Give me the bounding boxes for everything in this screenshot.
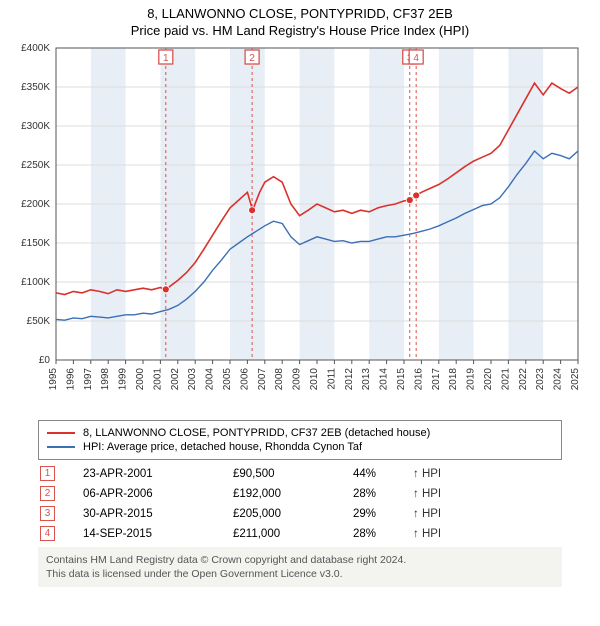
svg-text:2024: 2024 [553, 368, 564, 391]
sale-pct: 28% [353, 528, 413, 540]
sale-trend: ↑ HPI [413, 528, 453, 540]
svg-text:2007: 2007 [257, 368, 268, 391]
svg-text:£0: £0 [39, 355, 51, 366]
sales-table: 1 23-APR-2001 £90,500 44% ↑ HPI 2 06-APR… [38, 466, 562, 541]
svg-text:£50K: £50K [27, 316, 51, 327]
price-chart: £0 £50K £100K £150K £200K £250K £300K £350K £400… [10, 42, 590, 412]
svg-text:2014: 2014 [379, 368, 390, 391]
svg-text:2001: 2001 [152, 368, 163, 391]
legend-swatch-property [47, 432, 75, 434]
table-row: 1 23-APR-2001 £90,500 44% ↑ HPI [38, 466, 562, 481]
sale-trend: ↑ HPI [413, 468, 453, 480]
svg-text:1997: 1997 [83, 368, 94, 391]
svg-text:2025: 2025 [570, 368, 581, 391]
sale-price: £192,000 [233, 488, 353, 500]
svg-text:£200K: £200K [21, 199, 50, 210]
sale-marker-icon: 3 [40, 506, 55, 521]
svg-text:1998: 1998 [100, 368, 111, 391]
svg-text:2006: 2006 [239, 368, 250, 391]
sale-price: £90,500 [233, 468, 353, 480]
legend-label: 8, LLANWONNO CLOSE, PONTYPRIDD, CF37 2EB… [83, 427, 430, 439]
svg-text:2008: 2008 [274, 368, 285, 391]
svg-text:2000: 2000 [135, 368, 146, 391]
svg-text:2019: 2019 [466, 368, 477, 391]
legend-item-hpi: HPI: Average price, detached house, Rhon… [47, 441, 553, 453]
svg-text:2: 2 [249, 53, 255, 64]
footer-attrib: Contains HM Land Registry data © Crown c… [38, 547, 562, 587]
svg-text:£100K: £100K [21, 277, 50, 288]
table-row: 2 06-APR-2006 £192,000 28% ↑ HPI [38, 486, 562, 501]
svg-text:4: 4 [413, 53, 419, 64]
legend: 8, LLANWONNO CLOSE, PONTYPRIDD, CF37 2EB… [38, 420, 562, 460]
sale-marker-icon: 1 [40, 466, 55, 481]
svg-text:2016: 2016 [413, 368, 424, 391]
sale-price: £211,000 [233, 528, 353, 540]
sale-date: 30-APR-2015 [83, 508, 233, 520]
sale-trend: ↑ HPI [413, 508, 453, 520]
svg-text:2005: 2005 [222, 368, 233, 391]
footer-line: This data is licensed under the Open Gov… [46, 567, 554, 581]
svg-text:£300K: £300K [21, 121, 50, 132]
svg-text:2017: 2017 [431, 368, 442, 391]
svg-text:£250K: £250K [21, 160, 50, 171]
sale-pct: 29% [353, 508, 413, 520]
sale-date: 14-SEP-2015 [83, 528, 233, 540]
legend-swatch-hpi [47, 446, 75, 448]
legend-item-property: 8, LLANWONNO CLOSE, PONTYPRIDD, CF37 2EB… [47, 427, 553, 439]
sale-marker-icon: 2 [40, 486, 55, 501]
title-subtitle: Price paid vs. HM Land Registry's House … [0, 23, 600, 38]
svg-text:2015: 2015 [396, 368, 407, 391]
svg-text:2022: 2022 [518, 368, 529, 391]
svg-text:2020: 2020 [483, 368, 494, 391]
svg-text:2004: 2004 [205, 368, 216, 391]
sale-trend: ↑ HPI [413, 488, 453, 500]
svg-text:1996: 1996 [65, 368, 76, 391]
svg-text:£400K: £400K [21, 43, 50, 54]
svg-text:2018: 2018 [448, 368, 459, 391]
sale-pct: 28% [353, 488, 413, 500]
svg-text:1999: 1999 [118, 368, 129, 391]
svg-text:1995: 1995 [48, 368, 59, 391]
sale-pct: 44% [353, 468, 413, 480]
footer-line: Contains HM Land Registry data © Crown c… [46, 553, 554, 567]
sale-date: 23-APR-2001 [83, 468, 233, 480]
svg-text:2012: 2012 [344, 368, 355, 391]
svg-text:2013: 2013 [361, 368, 372, 391]
svg-text:1: 1 [163, 53, 169, 64]
svg-text:2002: 2002 [170, 368, 181, 391]
svg-text:2010: 2010 [309, 368, 320, 391]
svg-text:£150K: £150K [21, 238, 50, 249]
sale-marker-icon: 4 [40, 526, 55, 541]
table-row: 3 30-APR-2015 £205,000 29% ↑ HPI [38, 506, 562, 521]
legend-label: HPI: Average price, detached house, Rhon… [83, 441, 362, 453]
title-address: 8, LLANWONNO CLOSE, PONTYPRIDD, CF37 2EB [0, 6, 600, 21]
svg-text:2023: 2023 [535, 368, 546, 391]
sale-date: 06-APR-2006 [83, 488, 233, 500]
svg-text:2003: 2003 [187, 368, 198, 391]
svg-text:2009: 2009 [292, 368, 303, 391]
svg-text:2011: 2011 [326, 368, 337, 390]
sale-price: £205,000 [233, 508, 353, 520]
svg-text:£350K: £350K [21, 82, 50, 93]
svg-text:2021: 2021 [500, 368, 511, 391]
table-row: 4 14-SEP-2015 £211,000 28% ↑ HPI [38, 526, 562, 541]
